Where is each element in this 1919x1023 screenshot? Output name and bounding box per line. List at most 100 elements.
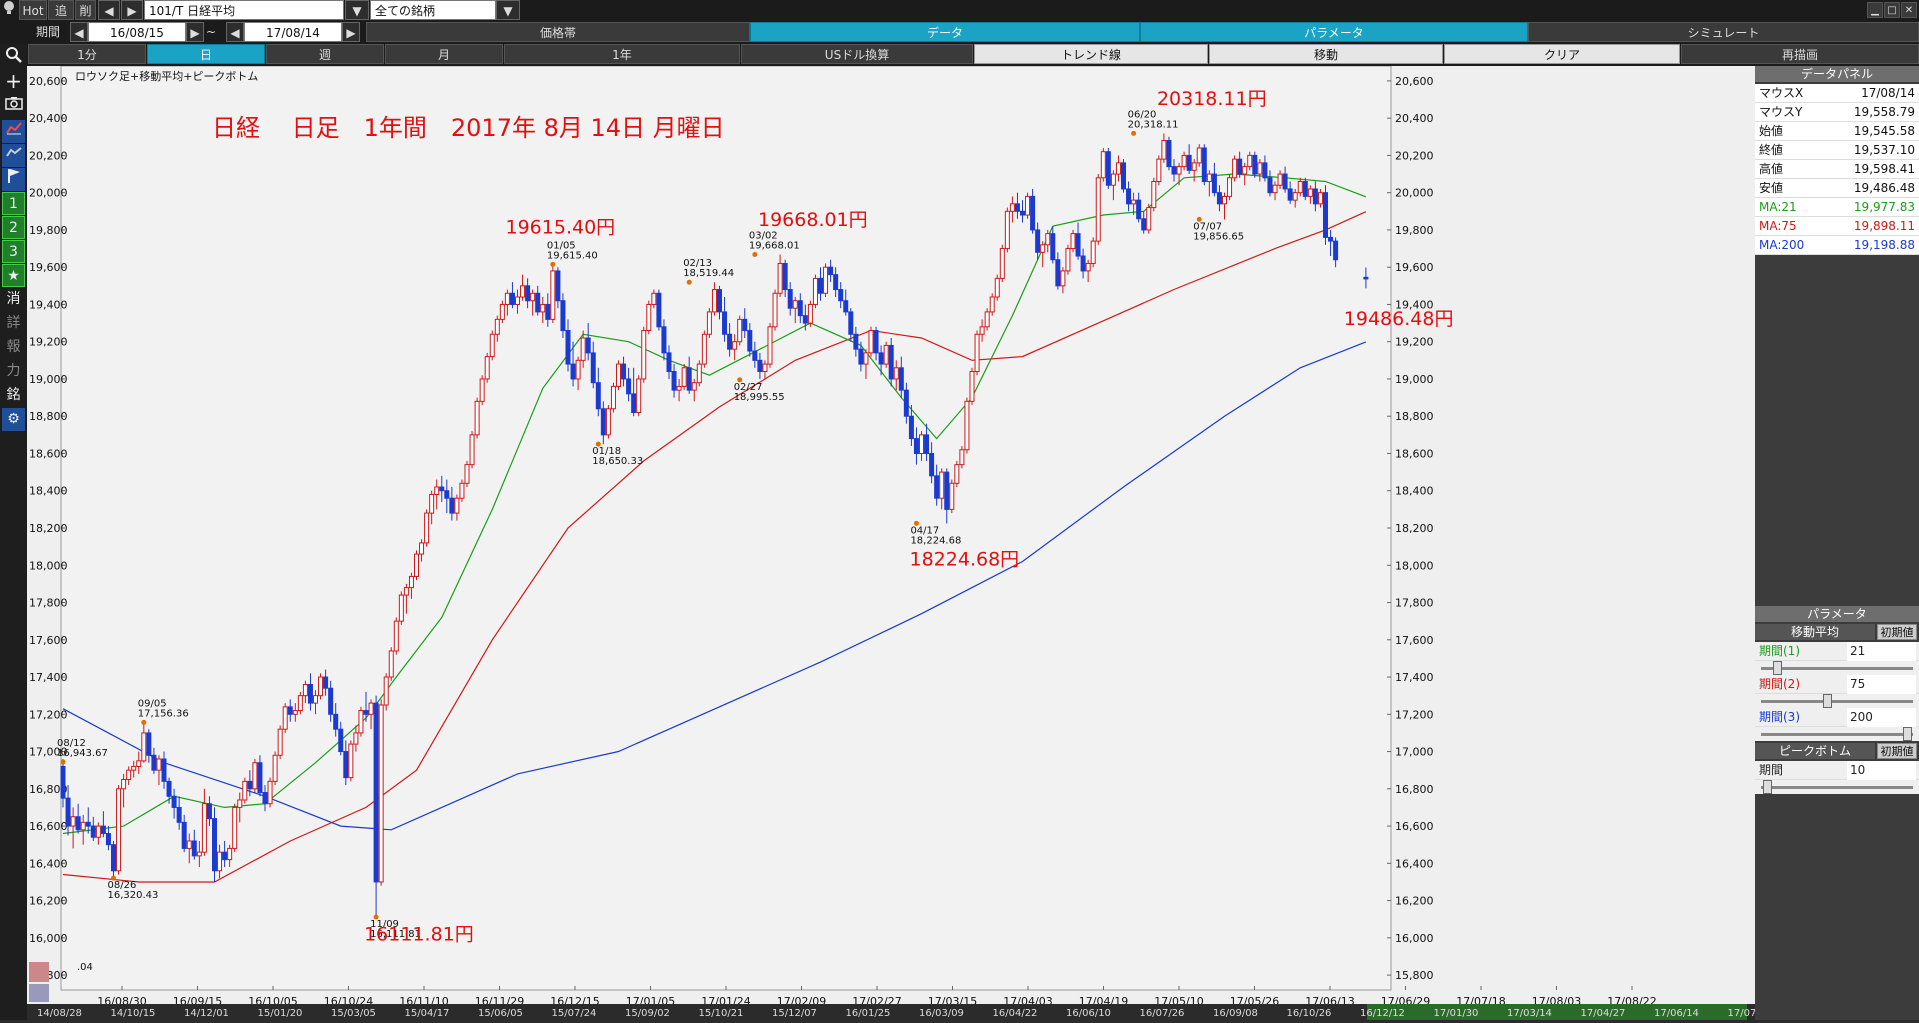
y-tick-label-right: 17,600: [1395, 634, 1434, 647]
tab-simulate[interactable]: シミュレート: [1528, 22, 1919, 42]
tab-parameters[interactable]: パラメータ: [1140, 22, 1528, 42]
y-tick-label-left: 16,600: [29, 820, 68, 833]
timeframe-month[interactable]: 月: [385, 44, 503, 64]
ma-period1-slider[interactable]: [1761, 661, 1913, 675]
peak-period-input[interactable]: 10: [1847, 761, 1916, 780]
date-from-prev-button[interactable]: ◀: [70, 22, 88, 42]
candle-body: [600, 408, 606, 436]
peak-marker: [595, 441, 601, 447]
lightbulb-icon[interactable]: [0, 0, 18, 20]
usd-convert-button[interactable]: USドル換算: [741, 44, 973, 64]
data-panel-row: MA:75 19,898.11: [1755, 217, 1919, 236]
candle-body: [863, 352, 869, 365]
y-tick-label-right: 19,200: [1395, 336, 1434, 349]
close-icon[interactable]: ✕: [1901, 2, 1917, 18]
timeframe-1min[interactable]: 1分: [28, 44, 146, 64]
crosshair-icon[interactable]: +: [5, 69, 22, 93]
candle-body: [439, 486, 445, 492]
date-to-prev-button[interactable]: ◀: [226, 22, 244, 42]
peak-marker: [686, 279, 692, 285]
ma-period2-input[interactable]: 75: [1847, 675, 1916, 694]
preset-3-button[interactable]: 3: [2, 240, 25, 263]
candle-body: [338, 728, 344, 753]
candle-body: [1257, 162, 1263, 175]
date-from-input[interactable]: 16/08/15: [88, 22, 186, 42]
erase-button[interactable]: 消: [6, 291, 21, 307]
redraw-button[interactable]: 再描画: [1681, 44, 1919, 64]
tab-price-band[interactable]: 価格帯: [366, 22, 750, 42]
ma-period2-slider-handle[interactable]: [1823, 694, 1832, 708]
search-icon[interactable]: [2, 46, 25, 69]
candle-body: [989, 296, 995, 313]
ma-period1-input[interactable]: 21: [1847, 642, 1916, 661]
ma-period2-slider[interactable]: [1761, 694, 1913, 708]
flag-icon[interactable]: [2, 168, 25, 191]
price-callout: 19615.40円: [506, 217, 616, 239]
candle-body: [126, 769, 132, 780]
candle-body: [1085, 262, 1091, 272]
next-symbol-button[interactable]: ▶: [121, 0, 143, 20]
gear-icon[interactable]: ⚙: [2, 408, 25, 431]
date-to-next-button[interactable]: ▶: [342, 22, 360, 42]
clear-button[interactable]: クリア: [1444, 44, 1680, 64]
candle-body: [267, 780, 273, 805]
symbol-dropdown-icon[interactable]: ▼: [345, 0, 369, 20]
candle-body: [222, 851, 228, 861]
candle-body: [732, 341, 738, 350]
market-filter-select[interactable]: 全ての銘柄: [370, 0, 496, 20]
candle-body: [727, 333, 733, 350]
minimize-icon[interactable]: ▁: [1867, 2, 1883, 18]
timeframe-toolbar: 1分 日 週 月 1年 USドル換算 トレンド線 移動 クリア 再描画: [0, 44, 1919, 66]
overview-label: 15/03/05: [331, 1008, 376, 1019]
power-button[interactable]: 力: [6, 363, 21, 379]
candle-body: [883, 344, 889, 365]
line-icon[interactable]: [2, 144, 25, 167]
peak-period-slider[interactable]: [1761, 780, 1913, 794]
candle-body: [95, 825, 101, 838]
ma-period1-slider-handle[interactable]: [1773, 661, 1782, 675]
chart-area[interactable]: 15,80015,80016,00016,00016,20016,20016,4…: [27, 65, 1772, 1020]
date-from-next-button[interactable]: ▶: [186, 22, 204, 42]
timeframe-week[interactable]: 週: [266, 44, 384, 64]
symbol-button[interactable]: 銘: [6, 387, 21, 403]
ma-period3-input[interactable]: 200: [1847, 708, 1916, 727]
ma-reset-button[interactable]: 初期値: [1877, 624, 1917, 640]
date-to-input[interactable]: 17/08/14: [244, 22, 342, 42]
candle-body: [121, 778, 127, 790]
camera-icon[interactable]: [2, 95, 25, 118]
peak-period-slider-handle[interactable]: [1763, 780, 1772, 794]
market-dropdown-icon[interactable]: ▼: [496, 0, 520, 20]
symbol-input[interactable]: 101/T 日経平均: [144, 0, 344, 20]
candle-body: [530, 292, 536, 302]
peak-reset-button[interactable]: 初期値: [1877, 743, 1917, 759]
trendline-button[interactable]: トレンド線: [974, 44, 1208, 64]
candle-body: [777, 262, 783, 294]
hot-button[interactable]: Hot: [19, 0, 47, 20]
candle-body: [237, 799, 243, 808]
add-button[interactable]: 追: [48, 0, 74, 20]
data-panel-value: 19,977.83: [1853, 200, 1915, 214]
overview-label: 15/12/07: [772, 1008, 817, 1019]
ma-period1-row: 期間(1) 21: [1755, 642, 1919, 661]
maximize-icon[interactable]: □: [1884, 2, 1900, 18]
tab-data[interactable]: データ: [750, 22, 1140, 42]
prev-symbol-button[interactable]: ◀: [98, 0, 120, 20]
star-icon[interactable]: ★: [2, 264, 25, 287]
candle-body: [65, 797, 71, 827]
report-button[interactable]: 報: [6, 339, 21, 355]
preset-2-button[interactable]: 2: [2, 216, 25, 239]
candle-body: [848, 311, 854, 335]
move-button[interactable]: 移動: [1209, 44, 1443, 64]
candle-body: [1151, 181, 1157, 209]
preset-1-button[interactable]: 1: [2, 192, 25, 215]
ma-period3-slider[interactable]: [1761, 727, 1913, 741]
delete-button[interactable]: 削: [75, 0, 96, 20]
detail-button[interactable]: 詳: [6, 315, 21, 331]
range-1year[interactable]: 1年: [504, 44, 740, 64]
candle-body: [141, 732, 147, 762]
ma-period2-slider-row: [1755, 694, 1919, 708]
chart-icon[interactable]: [2, 120, 25, 143]
ma-period3-slider-handle[interactable]: [1903, 727, 1912, 741]
candlestick-chart[interactable]: 15,80015,80016,00016,00016,20016,20016,4…: [27, 65, 1772, 1020]
timeframe-day[interactable]: 日: [147, 44, 265, 64]
